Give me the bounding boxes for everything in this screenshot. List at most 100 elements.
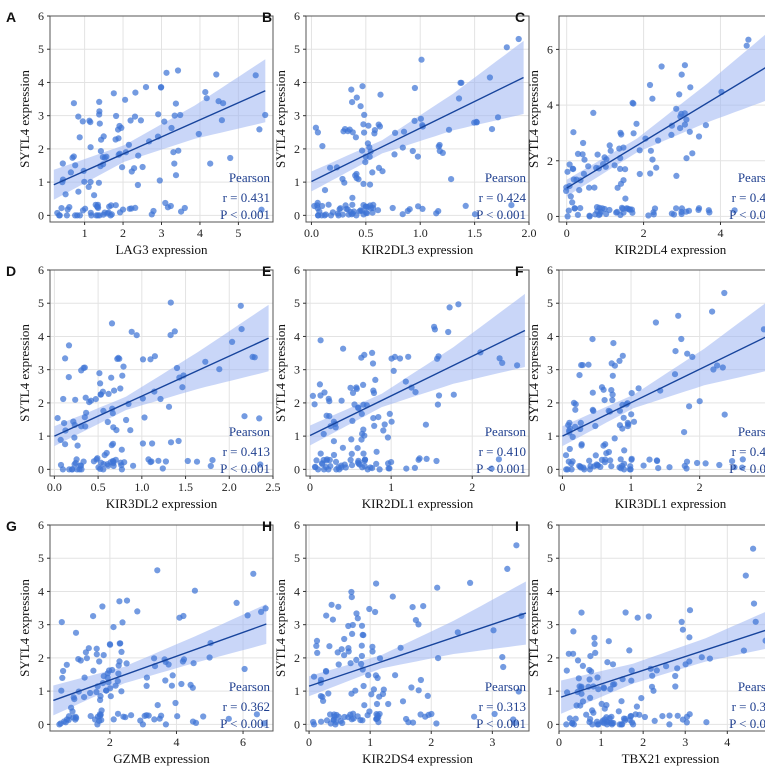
data-point (666, 712, 673, 719)
data-point (258, 608, 265, 616)
data-point (311, 401, 318, 408)
data-point (225, 715, 232, 722)
data-point (650, 687, 657, 694)
data-point (564, 213, 571, 220)
data-point (192, 719, 200, 727)
data-point (121, 459, 128, 466)
data-point (589, 721, 596, 728)
data-point (710, 366, 717, 373)
data-point (374, 712, 381, 719)
data-point (603, 156, 610, 163)
x-tick-label: 5 (235, 226, 241, 240)
data-point (143, 674, 150, 681)
data-point (354, 459, 362, 466)
x-tick-label: 1 (82, 226, 88, 240)
data-point (570, 628, 577, 635)
data-point (609, 396, 616, 404)
data-point (195, 130, 202, 138)
x-axis-title: LAG3 expression (115, 242, 208, 257)
data-point (361, 111, 368, 118)
data-point (471, 211, 479, 218)
data-point (363, 203, 370, 210)
data-point (603, 721, 611, 728)
data-point (678, 618, 685, 626)
data-point (609, 661, 617, 668)
y-tick-label: 2 (547, 651, 553, 665)
data-point (238, 326, 245, 333)
data-point (86, 399, 93, 406)
data-point (678, 205, 686, 212)
data-point (422, 713, 429, 720)
data-point (703, 719, 710, 726)
x-tick-label: 0 (307, 480, 313, 494)
data-point (70, 694, 77, 701)
data-point (359, 83, 366, 90)
data-point (354, 615, 361, 622)
data-point (677, 125, 684, 132)
data-point (93, 212, 100, 219)
y-tick-label: 4 (547, 329, 553, 343)
data-point (621, 447, 628, 454)
data-point (359, 430, 366, 437)
data-point (100, 461, 107, 468)
data-point (566, 715, 574, 722)
data-point (327, 463, 334, 470)
data-point (349, 194, 356, 201)
data-point (110, 458, 117, 465)
data-point (404, 207, 411, 215)
data-point (330, 438, 337, 445)
data-point (348, 436, 355, 443)
stat-label: Pearson (485, 424, 527, 439)
data-point (636, 147, 643, 154)
stat-p-value: P < 0.001 (729, 716, 765, 731)
data-point (606, 142, 613, 149)
data-point (589, 389, 596, 396)
data-point (590, 709, 597, 716)
data-point (586, 457, 593, 464)
data-point (374, 674, 381, 682)
y-tick-label: 2 (294, 396, 300, 410)
data-point (666, 721, 673, 728)
data-point (592, 649, 599, 657)
data-point (448, 176, 455, 183)
data-point (594, 674, 601, 681)
data-point (345, 645, 352, 652)
data-point (577, 702, 584, 709)
data-point (256, 126, 263, 133)
data-point (392, 129, 399, 136)
data-point (134, 181, 141, 189)
data-point (503, 44, 510, 51)
data-point (171, 112, 178, 119)
data-point (646, 456, 653, 463)
data-point (608, 713, 615, 720)
data-point (323, 717, 331, 724)
data-point (323, 412, 330, 419)
data-point (327, 164, 334, 171)
data-point (359, 631, 366, 639)
data-point (371, 422, 378, 429)
panel-letter: H (262, 518, 272, 534)
data-point (167, 299, 174, 306)
data-point (61, 420, 68, 427)
data-point (370, 387, 377, 394)
data-point (151, 353, 158, 360)
x-axis-title: KIR3DL1 expression (615, 496, 727, 511)
data-point (576, 187, 583, 194)
data-point (168, 682, 175, 689)
data-point (366, 181, 374, 188)
data-point (678, 210, 685, 218)
data-point (679, 626, 687, 633)
data-point (174, 67, 182, 74)
data-point (328, 601, 335, 608)
data-point (139, 356, 147, 363)
data-point (97, 711, 104, 718)
data-point (128, 168, 135, 175)
x-axis-title: KIR2DL4 expression (615, 242, 727, 257)
data-point (135, 152, 142, 159)
x-tick-label: 2 (107, 735, 113, 749)
data-point (569, 458, 576, 465)
data-point (90, 667, 97, 674)
data-point (433, 720, 440, 727)
data-point (668, 131, 675, 138)
data-point (70, 153, 77, 160)
